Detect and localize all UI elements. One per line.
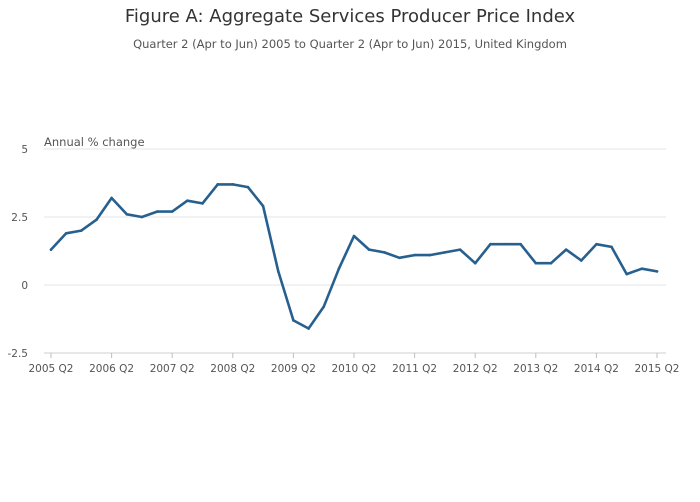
gridlines [44,148,666,354]
data-point [443,251,447,254]
data-point [216,183,219,186]
data-point [307,327,310,330]
data-point [140,215,144,219]
x-tick-label: 2005 Q2 [28,363,73,375]
data-point [95,218,98,222]
data-point [610,245,613,249]
x-tick-label: 2008 Q2 [210,363,255,375]
data-point [504,242,507,246]
x-tick-label: 2014 Q2 [574,363,619,375]
data-point [473,261,477,265]
data-point [186,199,189,202]
data-point [125,212,129,216]
y-tick-label: 0 [21,280,28,292]
x-tick-label: 2011 Q2 [392,363,437,375]
data-point [549,261,553,265]
chart-title: Figure A: Aggregate Services Producer Pr… [124,6,576,27]
x-tick-label: 2012 Q2 [453,363,498,375]
y-tick-label: 5 [21,144,28,156]
data-point [155,210,159,213]
data-point [489,242,492,246]
data-point [367,248,371,251]
data-point [276,270,280,273]
data-point [519,242,522,246]
data-point [579,259,583,262]
data-point [352,234,356,238]
y-tick-label: 2.5 [11,212,28,224]
data-point [564,248,568,251]
data-point [170,210,174,213]
data-point [64,232,68,235]
data-point [110,196,113,200]
data-point [428,253,432,257]
data-point [292,319,295,322]
x-tick-label: 2006 Q2 [89,363,134,375]
y-axis-label: Annual % change [44,135,145,149]
data-point [625,272,628,276]
data-point [231,183,235,186]
y-tick-labels: -2.5 0 2.5 5 [8,144,29,360]
data-point [458,248,462,251]
data-point [534,261,538,265]
x-tick-label: 2009 Q2 [271,363,316,375]
data-point [655,270,659,273]
data-point [261,204,265,208]
data-point [413,253,416,257]
data-point [398,256,401,260]
x-tick-labels: 2005 Q2 2006 Q2 2007 Q2 2008 Q2 2009 Q2 2010 … [28,363,679,375]
data-point [49,248,53,251]
axes [44,352,666,358]
data-point [322,305,326,309]
data-point [595,242,598,246]
chart-subtitle: Quarter 2 (Apr to Jun) 2005 to Quarter 2… [133,37,567,51]
data-point [201,202,204,205]
y-tick-label: -2.5 [8,348,29,360]
data-point [640,267,644,270]
x-tick-label: 2015 Q2 [634,363,679,375]
x-tick-label: 2010 Q2 [331,363,376,375]
series-line [49,183,659,330]
x-tick-label: 2007 Q2 [150,363,195,375]
data-point [383,251,386,254]
data-point [80,229,83,232]
series-layer [49,183,659,330]
x-tick-label: 2013 Q2 [513,363,558,375]
data-point [246,185,250,189]
data-point [337,267,341,270]
